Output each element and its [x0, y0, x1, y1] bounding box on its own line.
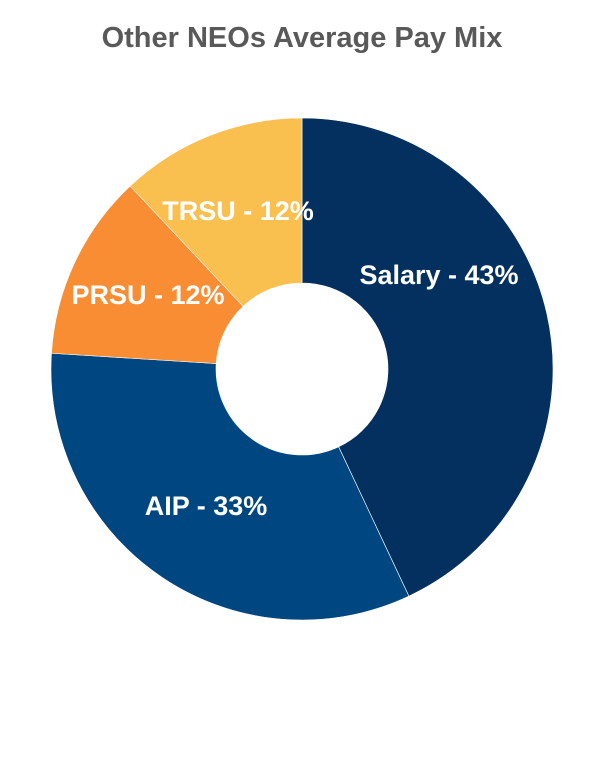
slice-prsu: [51, 185, 244, 364]
chart-title: Other NEOs Average Pay Mix: [101, 22, 503, 54]
slice-label-aip: AIP - 33%: [145, 491, 268, 521]
slice-label-trsu: TRSU - 12%: [162, 196, 314, 226]
slice-aip: [50, 352, 410, 621]
slice-salary: [301, 117, 554, 597]
slice-label-prsu: PRSU - 12%: [71, 280, 224, 310]
slice-trsu: [129, 117, 303, 307]
slice-label-salary: Salary - 43%: [359, 260, 518, 290]
